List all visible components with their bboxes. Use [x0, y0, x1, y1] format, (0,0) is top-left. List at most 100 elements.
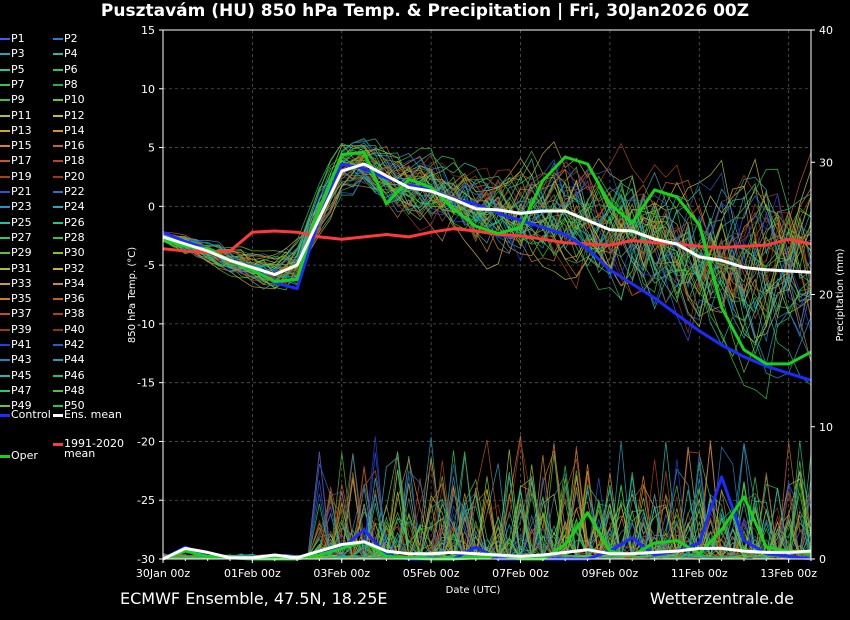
- axis-ticks: 15 10 5 0 -5 -10 -15 -20 -25 -30 40 30 20 10 0 30Jan 00…: [136, 24, 833, 580]
- legend-swatch: [53, 191, 63, 193]
- legend-label: P35: [11, 292, 32, 306]
- legend-item-p43: P43: [0, 353, 32, 366]
- member-temp-line: [162, 176, 812, 346]
- ens-mean-precip-line: [162, 540, 812, 561]
- legend-label: 1991-2020: [64, 437, 124, 450]
- legend-item-ens-mean: Ens. mean: [53, 408, 122, 421]
- legend-swatch: [0, 221, 10, 224]
- legend-item-p6: P6: [53, 63, 78, 76]
- legend-label: Oper: [11, 449, 38, 462]
- legend-item-p45: P45: [0, 369, 32, 382]
- legend-swatch: [0, 175, 10, 178]
- legend-item-p20: P20: [53, 170, 85, 183]
- legend-swatch: [0, 328, 10, 331]
- y-right-tick-label: 0: [819, 553, 826, 566]
- legend-swatch: [0, 252, 10, 255]
- y-tick-label: 10: [141, 83, 155, 96]
- legend-swatch: [0, 267, 10, 270]
- legend-label: P11: [11, 108, 32, 122]
- member-temp-line: [162, 169, 812, 342]
- legend-label: P26: [64, 215, 85, 229]
- legend-swatch: [53, 413, 63, 417]
- legend-swatch: [53, 206, 63, 209]
- legend-label: P7: [11, 77, 25, 91]
- legend-label: P13: [11, 123, 32, 137]
- legend-item-p30: P30: [53, 246, 85, 259]
- legend-item-p13: P13: [0, 124, 32, 137]
- legend-label: P41: [11, 338, 32, 351]
- legend-swatch: [0, 282, 10, 285]
- legend-swatch: [53, 298, 63, 301]
- legend-item-oper: Oper: [0, 449, 38, 462]
- ens-mean-temp-line: [162, 162, 812, 276]
- legend-swatch: [0, 206, 10, 209]
- legend-swatch: [0, 129, 10, 132]
- legend-swatch: [53, 313, 63, 316]
- y-tick-label: -20: [137, 435, 155, 448]
- y-right-tick-label: 40: [819, 24, 833, 37]
- legend-swatch: [53, 344, 63, 346]
- chart-title: Pusztavám (HU) 850 hPa Temp. & Precipita…: [100, 1, 750, 21]
- y-right-tick-label: 20: [819, 289, 833, 302]
- member-temp-line: [162, 152, 812, 327]
- member-temp-line: [162, 155, 812, 400]
- legend-label: P27: [11, 230, 32, 244]
- legend-swatch: [53, 175, 63, 178]
- legend-swatch: [0, 454, 10, 458]
- legend-item-p17: P17: [0, 154, 32, 167]
- legend-item-p27: P27: [0, 231, 32, 244]
- legend-swatch: [0, 145, 10, 148]
- legend-label-line2: mean: [64, 447, 96, 460]
- legend-swatch: [0, 114, 10, 117]
- legend-item-p40: P40: [53, 323, 85, 336]
- legend-label: P42: [64, 338, 85, 351]
- legend-swatch: [53, 252, 63, 255]
- legend-swatch: [0, 313, 10, 316]
- y-tick-label: 15: [141, 24, 155, 37]
- legend-label: P6: [64, 62, 78, 76]
- legend-item-p50: P50: [53, 399, 85, 412]
- member-temp-line: [162, 154, 812, 374]
- legend-label: P15: [11, 139, 32, 153]
- legend-swatch: [0, 298, 10, 301]
- legend-item-p12: P12: [53, 109, 85, 122]
- legend-item-p39: P39: [0, 323, 32, 336]
- legend-item-p9: P9: [0, 93, 25, 106]
- legend-item-p33: P33: [0, 277, 32, 290]
- x-tick-label: 11Feb 00z: [671, 567, 728, 580]
- legend-item-p41: P41: [0, 338, 32, 351]
- legend-item-p36: P36: [53, 292, 85, 305]
- legend-swatch: [53, 267, 63, 270]
- y-tick-label: -30: [137, 553, 155, 566]
- legend-label: P5: [11, 62, 25, 76]
- legend-label: P40: [64, 322, 85, 336]
- y-tick-label: -25: [137, 494, 155, 507]
- y-tick-label: -5: [144, 259, 155, 272]
- y-tick-label: -10: [137, 318, 155, 331]
- x-tick-label: 30Jan 00z: [136, 567, 190, 580]
- legend-label: P9: [11, 93, 25, 107]
- legend-label: Control: [11, 408, 51, 421]
- legend-label: P49: [11, 399, 32, 413]
- legend-label: P23: [11, 200, 32, 214]
- legend-label: P44: [64, 353, 85, 367]
- legend-item-p11: P11: [0, 109, 32, 122]
- legend-item-p18: P18: [53, 154, 85, 167]
- x-tick-label: 03Feb 00z: [313, 567, 370, 580]
- legend-swatch: [0, 83, 10, 86]
- legend-swatch: [0, 389, 10, 392]
- legend-label: P31: [11, 261, 32, 275]
- legend-label: P10: [64, 93, 85, 107]
- legend-swatch: [53, 282, 63, 285]
- legend-label: P16: [64, 139, 85, 153]
- x-tick-label: 07Feb 00z: [492, 567, 549, 580]
- legend-item-p47: P47: [0, 384, 32, 397]
- legend-item-p5: P5: [0, 63, 25, 76]
- legend-label: P43: [11, 353, 32, 367]
- legend-label: P22: [64, 185, 85, 198]
- member-temp-line: [162, 145, 812, 358]
- oper-temp-line: [162, 150, 812, 366]
- legend-label: Ens. mean: [64, 408, 122, 421]
- legend-item-p38: P38: [53, 307, 85, 320]
